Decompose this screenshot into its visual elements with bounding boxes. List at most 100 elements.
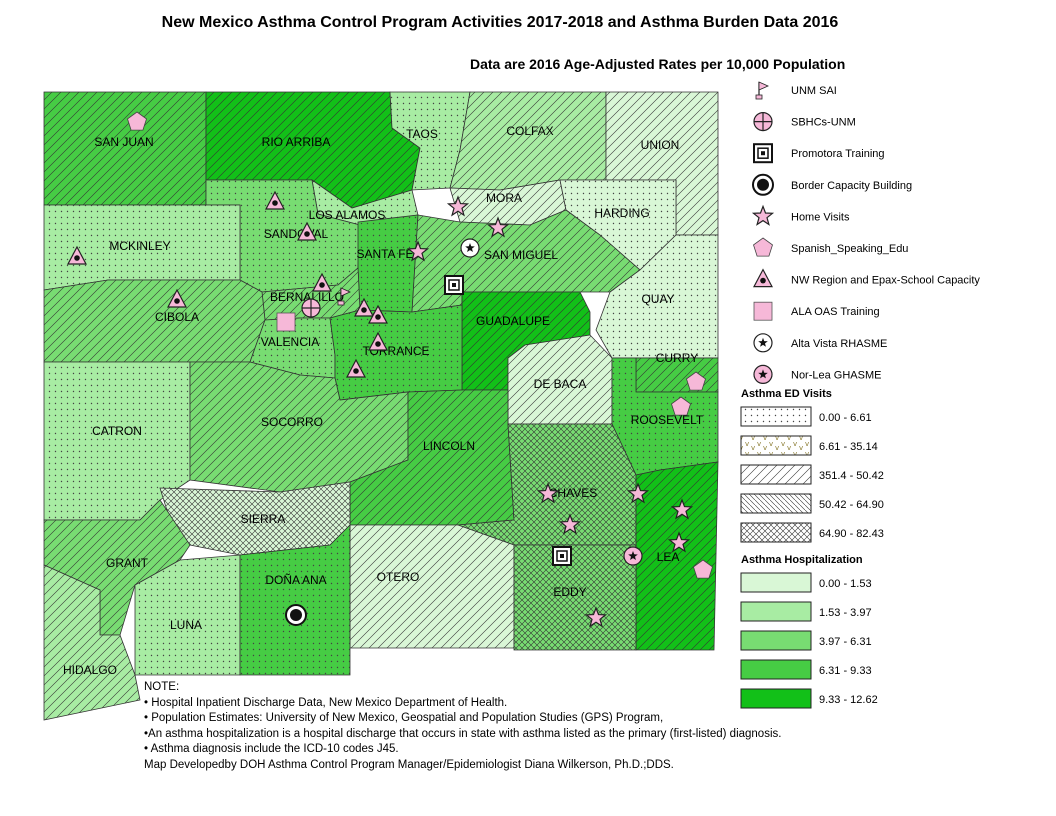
county-pattern-eddy [513, 544, 637, 651]
marker-triangle-dot-cibola [167, 288, 187, 308]
county-label-harding: HARDING [594, 206, 649, 220]
hosp-legend-swatch [740, 572, 812, 593]
pentagon-icon [753, 237, 773, 257]
square-icon [753, 301, 773, 321]
county-label-sierra: SIERRA [241, 512, 286, 526]
legend-label: Border Capacity Building [791, 180, 912, 192]
county-label-luna: LUNA [170, 618, 202, 632]
hosp-legend-swatch [740, 659, 812, 680]
county-label-otero: OTERO [377, 570, 420, 584]
note-line: • Hospital Inpatient Discharge Data, New… [144, 696, 508, 709]
marker-triangle-dot-torrance [368, 331, 388, 351]
marker-triangle-dot-torrance [346, 358, 366, 378]
hosp-legend-label: 0.00 - 1.53 [819, 578, 872, 590]
hosp-legend-swatch [740, 601, 812, 622]
county-label-guadalupe: GUADALUPE [476, 314, 550, 328]
county-label-colfax: COLFAX [506, 124, 553, 138]
ed-legend-swatch [740, 493, 812, 514]
circle-star-icon [753, 333, 773, 353]
county-label-catron: CATRON [92, 424, 142, 438]
county-label-grant: GRANT [106, 556, 149, 570]
ed-legend-label: 50.42 - 64.90 [819, 499, 884, 511]
hosp-legend-label: 9.33 - 12.62 [819, 694, 878, 706]
note-line: • Asthma diagnosis include the ICD-10 co… [144, 743, 399, 755]
county-label-hidalgo: HIDALGO [63, 663, 117, 677]
marker-pentagon-lea [693, 559, 713, 579]
ed-legend-title: Asthma ED Visits [741, 388, 832, 400]
legend-label: UNM SAI [791, 85, 837, 97]
star-icon [751, 204, 775, 226]
county-label-chaves: CHAVES [549, 486, 597, 500]
note-line: •An asthma hospitalization is a hospital… [144, 727, 782, 740]
triangle-dot-icon [753, 268, 773, 288]
legend-label: Home Visits [791, 211, 850, 223]
county-label-los-alamos: LOS ALAMOS [309, 208, 386, 222]
note-heading: NOTE: [144, 681, 180, 693]
pink-circle-star-icon [753, 364, 773, 384]
ed-legend-label: 64.90 - 82.43 [819, 528, 884, 540]
marker-triangle-dot-sandoval [265, 190, 285, 210]
marker-star-mora [446, 195, 470, 217]
marker-star-chaves [626, 482, 650, 504]
legend-label: SBHCs-UNM [791, 117, 856, 129]
county-label-lea: LEA [657, 550, 680, 564]
county-pattern-santa-fe [357, 214, 419, 313]
county-pattern-colfax [449, 91, 607, 191]
marker-pentagon-curry [686, 371, 706, 391]
county-label-bernalillo: BERNALILLO [270, 290, 344, 304]
marker-nested-square-lea [552, 546, 572, 566]
legend-label: ALA OAS Training [791, 306, 880, 318]
marker-bullseye-dona-ana [285, 604, 307, 626]
hosp-legend-swatch [740, 630, 812, 651]
marker-pentagon-san-juan [127, 111, 147, 131]
ed-legend-label: 0.00 - 6.61 [819, 412, 872, 424]
county-pattern-otero [349, 524, 515, 649]
hosp-legend-swatch [740, 688, 812, 709]
ed-legend-label: 351.4 - 50.42 [819, 470, 884, 482]
marker-pink-circle-star-lea [623, 546, 643, 566]
marker-star-mora [486, 216, 510, 238]
map-title: New Mexico Asthma Control Program Activi… [161, 14, 839, 31]
marker-star-chaves [558, 513, 582, 535]
marker-triangle-dot-torrance [368, 304, 388, 324]
legend-label: Spanish_Speaking_Edu [791, 243, 908, 255]
marker-star-santa-fe [406, 240, 430, 262]
ed-legend-swatch [740, 464, 812, 485]
legend-label: NW Region and Epax-School Capacity [791, 275, 980, 287]
legend-label: Alta Vista RHASME [791, 338, 887, 350]
marker-star-chaves [536, 482, 560, 504]
county-label-valencia: VALENCIA [261, 335, 319, 349]
county-pattern-dona-ana [239, 524, 351, 676]
flag-icon [755, 81, 769, 100]
legend-label: Promotora Training [791, 148, 885, 160]
marker-square-valencia [276, 312, 296, 332]
ed-legend-swatch [740, 435, 812, 456]
hosp-legend-label: 6.31 - 9.33 [819, 665, 872, 677]
ed-legend-label: 6.61 - 35.14 [819, 441, 878, 453]
marker-nested-square-san-miguel [444, 275, 464, 295]
marker-star-eddy [584, 606, 608, 628]
county-label-sandoval: SANDOVAL [264, 227, 329, 241]
county-label-roosevelt: ROOSEVELT [631, 413, 704, 427]
county-label-san-miguel: SAN MIGUEL [484, 248, 558, 262]
county-label-taos: TAOS [406, 127, 438, 141]
county-label-de-baca: DE BACA [534, 377, 587, 391]
county-label-union: UNION [641, 138, 680, 152]
county-label-mora: MORA [486, 191, 522, 205]
marker-star-lea [670, 498, 694, 520]
county-label-lincoln: LINCOLN [423, 439, 475, 453]
county-label-santa-fe: SANTA FE [356, 247, 413, 261]
county-label-dona-ana: DOÑA ANA [265, 573, 326, 587]
county-label-san-juan: SAN JUAN [94, 135, 153, 149]
marker-triangle-dot-bernalillo [312, 272, 332, 292]
county-label-socorro: SOCORRO [261, 415, 323, 429]
marker-triangle-dot-mckinley [67, 245, 87, 265]
ed-legend-swatch [740, 522, 812, 543]
county-label-mckinley: MCKINLEY [109, 239, 170, 253]
marker-circle-cross-bernalillo [301, 298, 321, 318]
marker-pentagon-roosevelt [671, 396, 691, 416]
note-credit: Map Developedby DOH Asthma Control Progr… [144, 758, 674, 771]
hosp-legend-label: 1.53 - 3.97 [819, 607, 872, 619]
legend-label: Nor-Lea GHASME [791, 369, 881, 381]
